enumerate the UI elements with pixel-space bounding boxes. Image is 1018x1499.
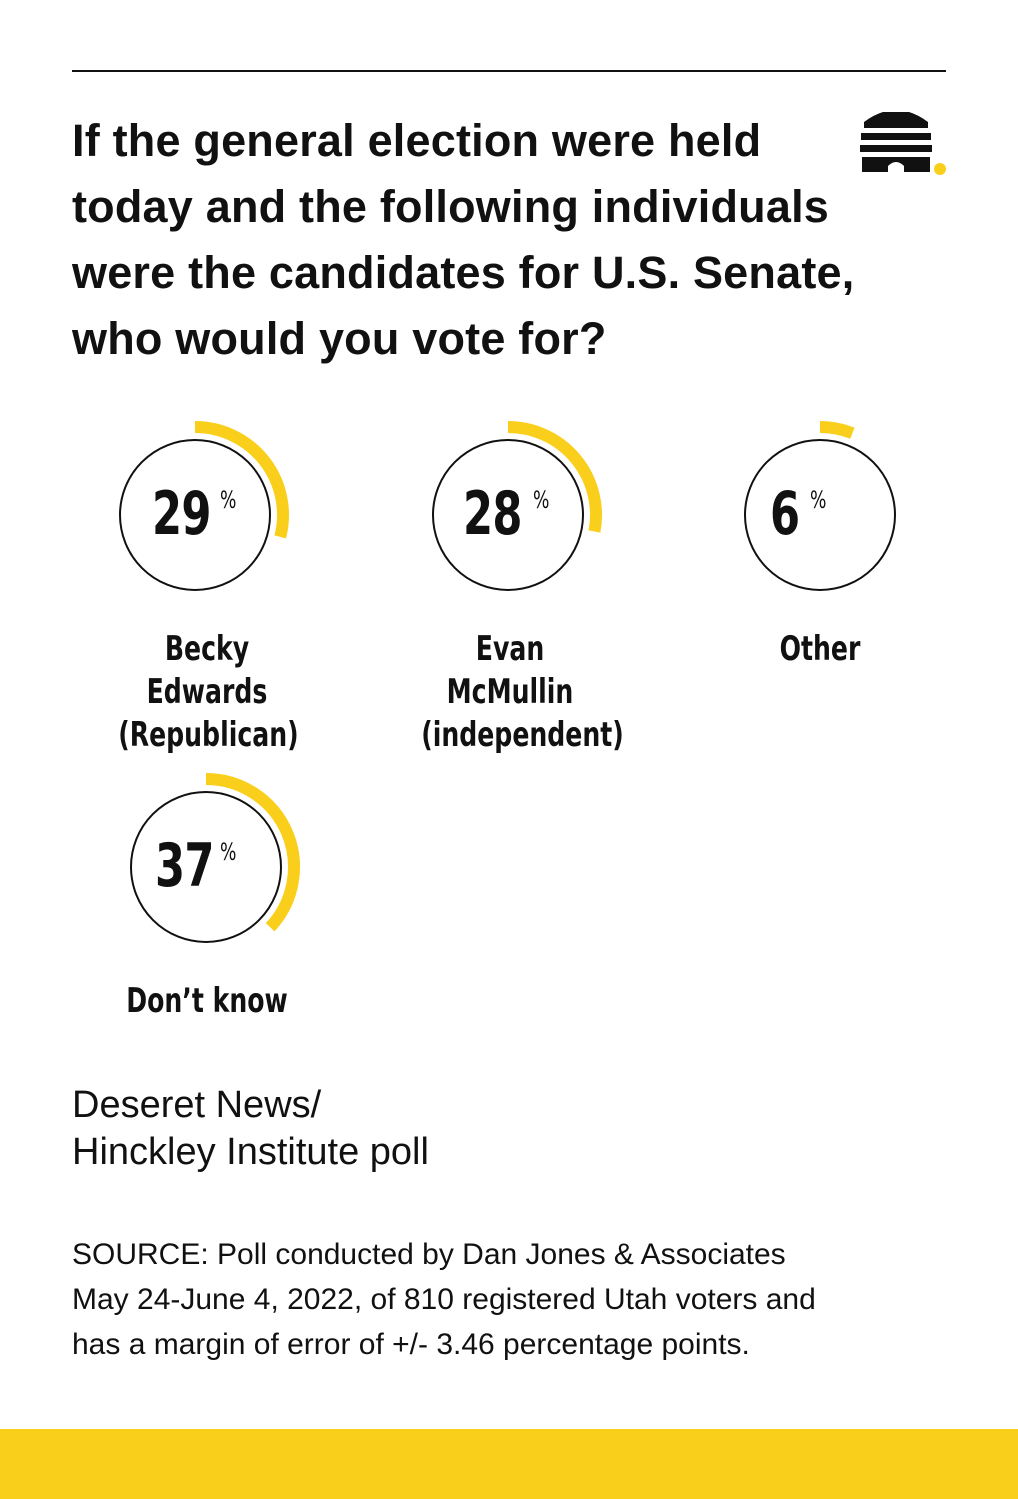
value-becky-edwards: 29 (152, 479, 211, 549)
source-line1: SOURCE: Poll conducted by Dan Jones & As… (72, 1238, 786, 1271)
label-becky-edwards: Becky Edwards (Republican) (118, 628, 299, 757)
arc-evan-mcmullin (507, 421, 602, 533)
label-line1: Don’t know (126, 981, 288, 1021)
bottom-bar (0, 1429, 1018, 1499)
label-line2: (independent) (421, 715, 624, 755)
source-line3: has a margin of error of +/- 3.46 percen… (72, 1328, 750, 1361)
footer-line1: Deseret News/ (72, 1084, 322, 1126)
footer-line2: Hinckley Institute poll (72, 1131, 429, 1173)
value-dont-know: 37 (155, 831, 214, 901)
donut-becky-edwards (100, 420, 290, 610)
donut-dont-know (111, 772, 301, 962)
label-line1: Becky Edwards (146, 629, 268, 712)
label-line1: Other (779, 629, 861, 669)
value-evan-mcmullin: 28 (463, 479, 522, 549)
chart-title: If the general election were held today … (72, 115, 855, 364)
arc-dont-know (205, 773, 300, 932)
arc-other (819, 421, 855, 439)
donut-other (725, 420, 915, 610)
percent-sign-becky-edwards: % (220, 486, 237, 514)
source-note: SOURCE: Poll conducted by Dan Jones & As… (72, 1232, 972, 1367)
donut-evan-mcmullin (413, 420, 603, 610)
percent-sign-dont-know: % (220, 838, 237, 866)
label-other: Other (731, 628, 909, 671)
beehive-icon (860, 112, 946, 175)
value-other: 6 (770, 479, 800, 549)
label-dont-know: Don’t know (118, 980, 296, 1023)
label-evan-mcmullin: Evan McMullin (independent) (421, 628, 624, 757)
top-rule (72, 70, 946, 72)
footer-title: Deseret News/ Hinckley Institute poll (72, 1082, 672, 1176)
arc-becky-edwards (194, 421, 289, 539)
label-line1: Evan McMullin (446, 629, 574, 712)
percent-sign-evan-mcmullin: % (533, 486, 550, 514)
percent-sign-other: % (810, 486, 827, 514)
source-line2: May 24-June 4, 2022, of 810 registered U… (72, 1283, 816, 1316)
label-line2: (Republican) (118, 715, 299, 755)
